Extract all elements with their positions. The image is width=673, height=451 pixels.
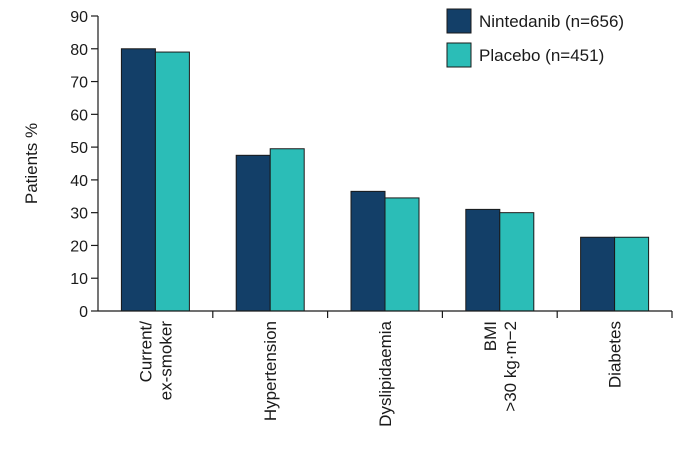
y-tick-label: 50 [70, 140, 88, 157]
legend-label-nintedanib: Nintedanib (n=656) [479, 12, 624, 31]
x-category-label: Diabetes [606, 321, 625, 388]
bar-nintedanib-3 [465, 208, 501, 312]
bar-placebo-4 [614, 236, 650, 312]
x-category-label: Current/ [136, 321, 155, 383]
bar-nintedanib-4 [580, 236, 616, 312]
y-axis-title: Patients % [22, 123, 41, 204]
axes-layer [97, 16, 673, 318]
x-category-label: BMI [481, 321, 500, 351]
bar-nintedanib-1 [235, 154, 271, 312]
x-category-label: Hypertension [261, 321, 280, 421]
bar-placebo-2 [384, 197, 420, 312]
bar-placebo-3 [499, 212, 535, 312]
y-tick-label: 60 [70, 107, 88, 124]
bar-nintedanib-0 [120, 48, 156, 312]
bar-placebo-1 [269, 148, 305, 312]
y-tick-label: 70 [70, 75, 88, 92]
y-tick-label: 0 [79, 304, 88, 321]
y-tick-label: 40 [70, 173, 88, 190]
legend: Nintedanib (n=656) Placebo (n=451) [446, 8, 624, 68]
y-tick-label: 20 [70, 238, 88, 255]
legend-swatch-placebo [446, 42, 472, 68]
x-category-labels: Current/ex-smoker Hypertension Dyslipidaem… [136, 320, 624, 426]
y-tick-label: 90 [70, 9, 88, 26]
x-category-label: ex-smoker [156, 321, 175, 401]
legend-label-placebo: Placebo (n=451) [479, 46, 604, 65]
y-tick-label: 30 [70, 206, 88, 223]
legend-swatch-nintedanib [446, 8, 472, 34]
y-tick-label: 80 [70, 42, 88, 59]
bar-placebo-0 [154, 51, 190, 312]
x-category-label: Dyslipidaemia [376, 320, 395, 426]
bar-nintedanib-2 [350, 190, 386, 312]
bars-layer [120, 48, 650, 312]
x-category-label: >30 kg·m−2 [501, 321, 520, 412]
y-ticks-layer: 0 10 20 30 40 50 60 70 80 90 [70, 9, 98, 321]
y-tick-label: 10 [70, 271, 88, 288]
